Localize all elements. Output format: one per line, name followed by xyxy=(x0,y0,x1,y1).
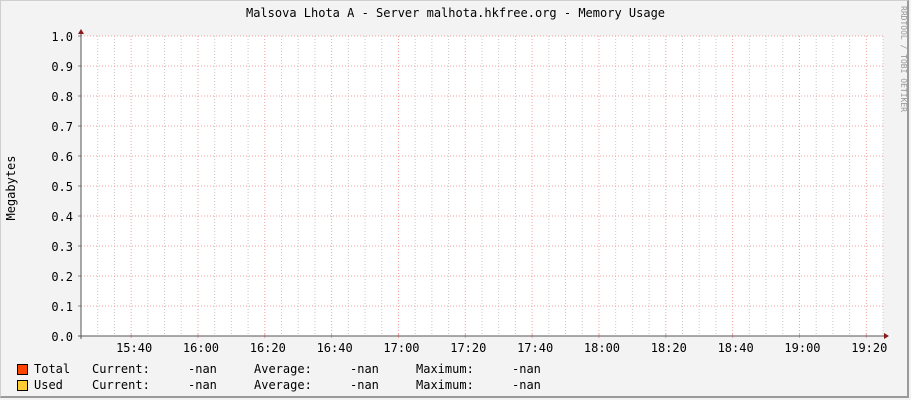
watermark: RRDTOOL / TOBI OETIKER xyxy=(899,6,908,112)
legend-current-label: Current: xyxy=(92,362,150,376)
x-tick-label: 17:00 xyxy=(383,341,419,355)
y-tick-label: 0.7 xyxy=(51,120,73,134)
y-tick-label: 0.6 xyxy=(51,150,73,164)
legend-swatch xyxy=(17,364,28,375)
y-tick-label: 0.9 xyxy=(51,60,73,74)
y-tick-label: 0.3 xyxy=(51,240,73,254)
legend-name: Used xyxy=(34,378,63,392)
legend-average-label: Average: xyxy=(254,378,312,392)
y-axis-arrow-icon xyxy=(78,29,84,34)
legend-average: -nan xyxy=(350,362,379,376)
x-tick-label: 16:00 xyxy=(183,341,219,355)
legend-maximum: -nan xyxy=(512,378,541,392)
y-tick-label: 0.8 xyxy=(51,90,73,104)
legend-maximum: -nan xyxy=(512,362,541,376)
x-tick-label: 17:20 xyxy=(450,341,486,355)
chart-title: Malsova Lhota A - Server malhota.hkfree.… xyxy=(245,6,666,20)
legend-maximum-label: Maximum: xyxy=(416,378,474,392)
y-tick-label: 1.0 xyxy=(51,30,73,44)
y-tick-label: 0.2 xyxy=(51,270,73,284)
x-axis-arrow-icon xyxy=(884,333,889,339)
x-tick-label: 18:00 xyxy=(584,341,620,355)
x-tick-label: 19:00 xyxy=(784,341,820,355)
legend-current-label: Current: xyxy=(92,378,150,392)
x-tick-label: 18:40 xyxy=(718,341,754,355)
y-tick-label: 0.5 xyxy=(51,180,73,194)
x-tick-label: 16:20 xyxy=(250,341,286,355)
x-tick-label: 18:20 xyxy=(651,341,687,355)
legend-current: -nan xyxy=(188,362,217,376)
legend-average-label: Average: xyxy=(254,362,312,376)
legend-swatch xyxy=(17,380,28,391)
x-tick-label: 17:40 xyxy=(517,341,553,355)
x-tick-label: 16:40 xyxy=(317,341,353,355)
y-tick-label: 0.0 xyxy=(51,330,73,344)
legend-maximum-label: Maximum: xyxy=(416,362,474,376)
y-tick-label: 0.4 xyxy=(51,210,73,224)
legend-average: -nan xyxy=(350,378,379,392)
x-tick-label: 15:40 xyxy=(116,341,152,355)
legend-name: Total xyxy=(34,362,71,376)
y-tick-label: 0.1 xyxy=(51,300,73,314)
x-tick-label: 19:20 xyxy=(851,341,887,355)
legend-current: -nan xyxy=(188,378,217,392)
